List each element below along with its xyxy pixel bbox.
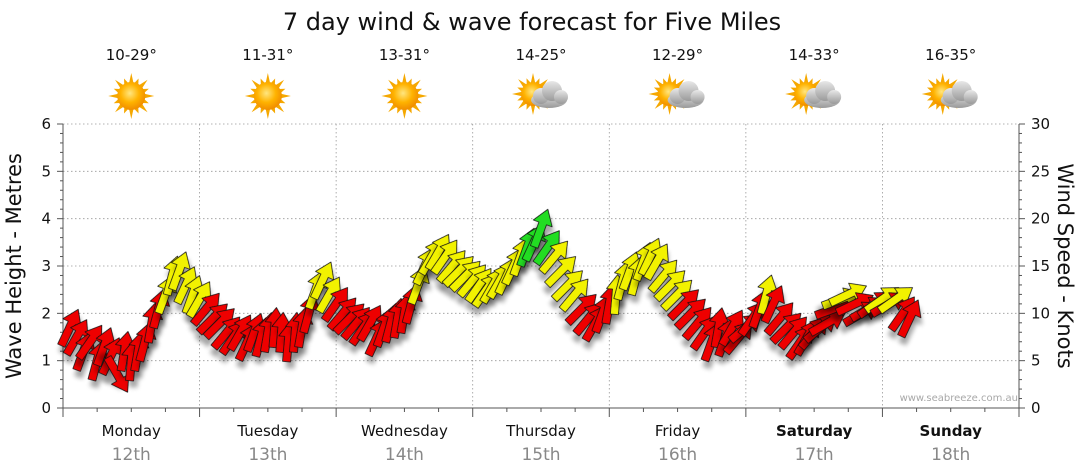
day-date-label: 13th [248,445,287,465]
wind-arrow [643,243,669,282]
wind-arrow [168,251,191,292]
y-left-tick-label: 3 [41,257,51,275]
wind-arrows [57,208,922,393]
day-name-label: Saturday [776,422,853,440]
sun-ray [667,73,672,83]
sun-ray [402,109,407,119]
y-left-tick-label: 5 [41,162,51,180]
sun-ray [940,105,945,115]
wind-arrow [530,208,553,249]
day-name-label: Thursday [505,422,576,440]
day-name-label: Tuesday [236,422,298,440]
day-name-label: Sunday [920,422,983,440]
sun-ray [940,73,945,83]
sunny-icon [244,73,291,119]
cloud-puff [690,90,705,104]
partly-cloudy-icon [648,73,705,115]
day-date-label: 14th [385,445,424,465]
temperature-range: 12-29° [652,46,703,64]
sun-ray [803,73,809,83]
sunny-icon [108,73,155,119]
sun-ray [265,73,271,83]
sun-disc [253,82,282,110]
sun-ray [803,105,809,115]
cloud-puff [963,90,978,104]
sun-ray [667,105,672,115]
day-name-label: Monday [102,422,161,440]
sun-disc [390,82,419,110]
sun-ray [512,91,522,97]
sun-ray [108,93,119,99]
sun-ray [381,93,392,99]
day-date-label: 12th [112,445,151,465]
y-right-tick-label: 10 [1031,304,1050,322]
cloud-puff [554,90,568,104]
sun-ray [265,109,271,119]
axes: 0 1 2 3 4 5 6 0 5 10 15 20 25 30 [41,115,1050,417]
sun-ray [417,93,428,99]
sun-ray [244,93,255,99]
y-right-tick-label: 20 [1031,210,1050,228]
day-date-label: 17th [795,445,834,465]
y-left-tick-label: 4 [41,210,51,228]
day-name-label: Wednesday [361,422,448,440]
day-labels: Monday 12th Tuesday 13th Wednesday 14th Thursd… [102,422,982,465]
sun-ray [129,109,134,119]
cloud-shape [531,81,568,108]
y-right-tick-label: 0 [1031,399,1041,417]
y-left-tick-label: 2 [41,304,51,322]
partly-cloudy-icon [921,73,978,115]
wind-arrow [760,285,785,325]
y-left-tick-label: 0 [41,399,51,417]
y-right-tick-label: 15 [1031,257,1050,275]
y-left-tick-label: 6 [41,115,51,133]
y-axis-right-title: Wind Speed - Knots [1053,163,1077,368]
sun-ray [921,91,932,97]
temperature-range: 14-25° [515,46,566,64]
temperature-range: 11-31° [242,46,293,64]
temperature-range: 13-31° [379,46,430,64]
day-date-label: 15th [521,445,560,465]
sun-ray [144,93,155,99]
cloud-shape [940,81,978,108]
day-date-label: 16th [658,445,697,465]
sunny-icon [381,73,428,119]
sun-ray [530,73,536,83]
temperature-range: 10-29° [106,46,157,64]
sun-ray [530,105,536,115]
y-right-tick-label: 5 [1031,352,1041,370]
y-right-tick-label: 25 [1031,162,1050,180]
y-axis-left-title: Wave Height - Metres [2,153,26,379]
day-date-label: 18th [931,445,970,465]
day-name-label: Friday [655,422,701,440]
sun-ray [785,91,796,97]
watermark: www.seabreeze.com.au [900,393,1018,404]
cloud-shape [667,81,705,108]
sun-ray [402,73,407,83]
y-right-tick-label: 30 [1031,115,1050,133]
chart-title: 7 day wind & wave forecast for Five Mile… [283,8,781,36]
cloud-puff [827,90,842,104]
partly-cloudy-icon [785,73,842,115]
partly-cloudy-icon [512,73,568,115]
y-left-tick-label: 1 [41,352,51,370]
sun-ray [648,91,659,97]
forecast-header: 10-29° 11-31° 13-31° 14-25° 12-29° 14-33° 16-3… [106,46,978,119]
wind-arrow [310,261,335,301]
cloud-shape [804,81,842,108]
sun-ray [129,73,134,83]
temperature-range: 16-35° [925,46,976,64]
temperature-range: 14-33° [789,46,840,64]
sun-ray [280,93,291,99]
wind-arrow [897,299,922,339]
sun-disc [117,82,146,110]
